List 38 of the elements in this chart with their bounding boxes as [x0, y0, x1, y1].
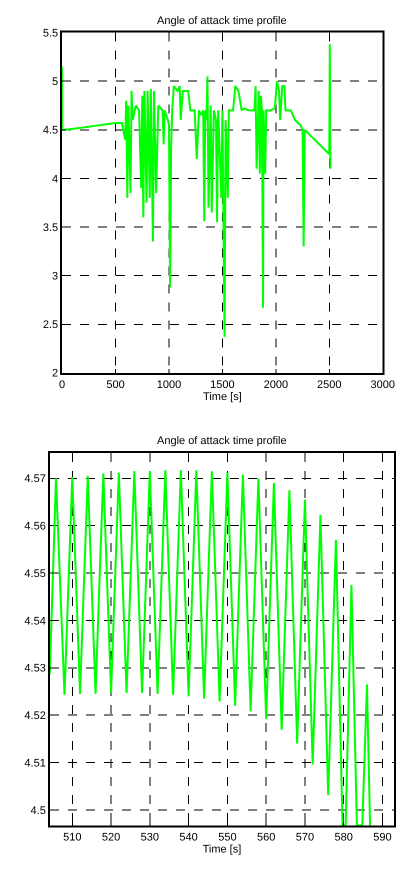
- x-tick-label: 1500: [210, 378, 235, 391]
- line-series: [50, 469, 372, 826]
- x-tick-label: 3000: [370, 378, 395, 391]
- y-tick-label: 4.57: [24, 473, 46, 486]
- x-tick-label: 530: [140, 832, 160, 844]
- y-tick-label: 4.52: [24, 710, 46, 722]
- x-tick-label: 570: [296, 832, 314, 844]
- x-tick-label: 580: [334, 832, 353, 844]
- x-tick-label: 510: [63, 832, 82, 844]
- y-tick-label: 4.5: [42, 124, 58, 137]
- y-tick-label: 3.5: [42, 222, 58, 234]
- y-tick-label: 4.56: [24, 520, 46, 533]
- y-tick-label: 2: [52, 368, 58, 380]
- x-tick-label: 1000: [156, 378, 182, 391]
- line-series: [62, 43, 332, 338]
- y-tick-label: 3: [52, 270, 58, 283]
- y-tick-label: 4.53: [24, 662, 46, 675]
- x-tick-label: 2500: [317, 378, 342, 391]
- x-tick-label: 520: [102, 832, 120, 844]
- y-tick-label: 4.51: [24, 757, 46, 770]
- x-axis-title: Time [s]: [202, 844, 242, 856]
- chart-title: Angle of attack time profile: [157, 435, 287, 447]
- y-tick-label: 5: [52, 76, 58, 88]
- x-tick-label: 2000: [264, 378, 288, 391]
- x-tick-label: 500: [106, 378, 125, 391]
- chart-title: Angle of attack time profile: [157, 15, 287, 27]
- y-tick-label: 4.54: [24, 615, 46, 628]
- x-tick-label: 550: [218, 832, 237, 844]
- x-tick-label: 540: [179, 832, 198, 844]
- y-tick-label: 5.5: [42, 27, 58, 40]
- y-tick-label: 4: [52, 173, 58, 186]
- y-tick-label: 4.55: [24, 568, 46, 580]
- x-tick-label: 560: [256, 832, 276, 844]
- x-tick-label: 590: [373, 832, 392, 844]
- y-tick-label: 2.5: [42, 319, 58, 332]
- y-tick-label: 4.5: [30, 804, 46, 817]
- x-axis-title: Time [s]: [203, 390, 242, 403]
- x-tick-label: 0: [59, 378, 66, 391]
